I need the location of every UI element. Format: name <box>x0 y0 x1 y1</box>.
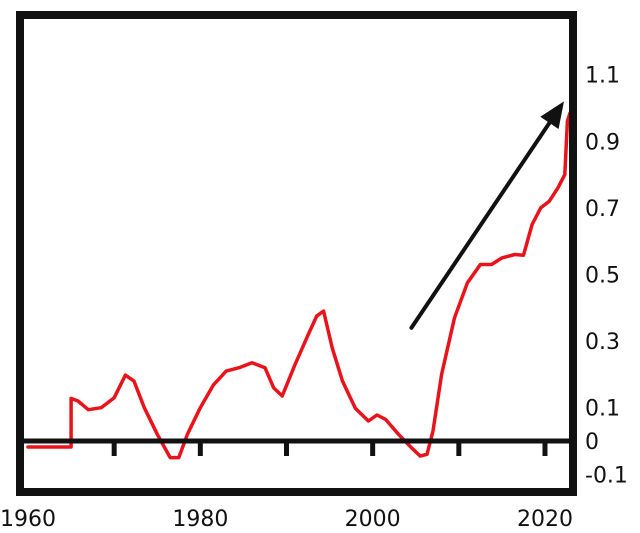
y-tick-label: 0.7 <box>585 197 620 222</box>
plot-frame <box>16 11 577 496</box>
x-tick-label: 2000 <box>345 507 401 532</box>
y-tick-label: 0.9 <box>585 130 620 155</box>
x-axis-labels: 1960 1980 2000 2020 <box>0 507 573 532</box>
y-axis-labels: 1.1 0.9 0.7 0.5 0.3 0.1 0 -0.1 <box>585 64 628 489</box>
x-tick-label: 1980 <box>172 507 228 532</box>
trend-arrow <box>409 120 552 330</box>
y-tick-label: 0.1 <box>585 397 620 422</box>
y-tick-label: 0.5 <box>585 264 620 289</box>
trend-arrow-head <box>540 101 564 130</box>
x-tick-label: 2020 <box>517 507 573 532</box>
y-tick-label: -0.1 <box>585 463 628 488</box>
x-minor-ticks <box>111 441 548 456</box>
y-tick-label: 0.3 <box>585 330 620 355</box>
arrow-group <box>409 101 564 330</box>
y-tick-label: 1.1 <box>585 64 620 89</box>
series-line <box>26 111 572 460</box>
x-tick-label: 1960 <box>0 507 56 532</box>
y-tick-label: 0 <box>585 430 599 455</box>
